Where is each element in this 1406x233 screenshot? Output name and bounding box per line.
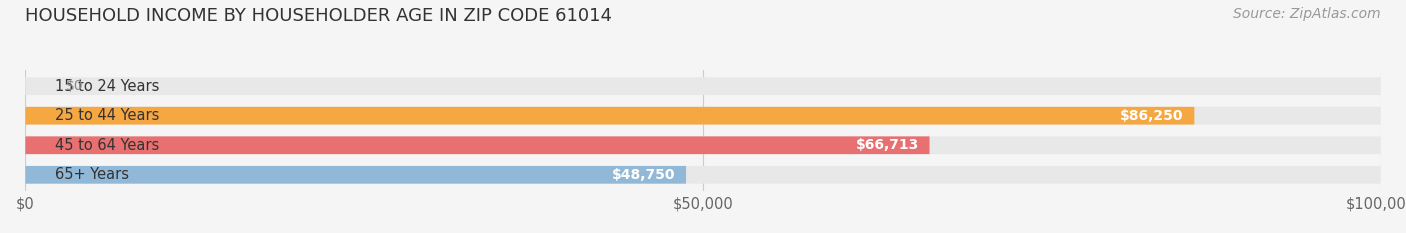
Text: Source: ZipAtlas.com: Source: ZipAtlas.com	[1233, 7, 1381, 21]
Text: 25 to 44 Years: 25 to 44 Years	[55, 108, 159, 123]
FancyBboxPatch shape	[25, 107, 1194, 125]
FancyBboxPatch shape	[25, 166, 686, 184]
FancyBboxPatch shape	[25, 107, 1381, 125]
FancyBboxPatch shape	[25, 136, 1381, 154]
Text: HOUSEHOLD INCOME BY HOUSEHOLDER AGE IN ZIP CODE 61014: HOUSEHOLD INCOME BY HOUSEHOLDER AGE IN Z…	[25, 7, 612, 25]
Text: $48,750: $48,750	[612, 168, 675, 182]
Text: 45 to 64 Years: 45 to 64 Years	[55, 138, 159, 153]
Text: $0: $0	[66, 79, 83, 93]
FancyBboxPatch shape	[25, 136, 929, 154]
Text: 65+ Years: 65+ Years	[55, 167, 129, 182]
Text: $86,250: $86,250	[1121, 109, 1184, 123]
FancyBboxPatch shape	[25, 166, 1381, 184]
Text: 15 to 24 Years: 15 to 24 Years	[55, 79, 159, 94]
Text: $66,713: $66,713	[855, 138, 918, 152]
FancyBboxPatch shape	[25, 77, 1381, 95]
